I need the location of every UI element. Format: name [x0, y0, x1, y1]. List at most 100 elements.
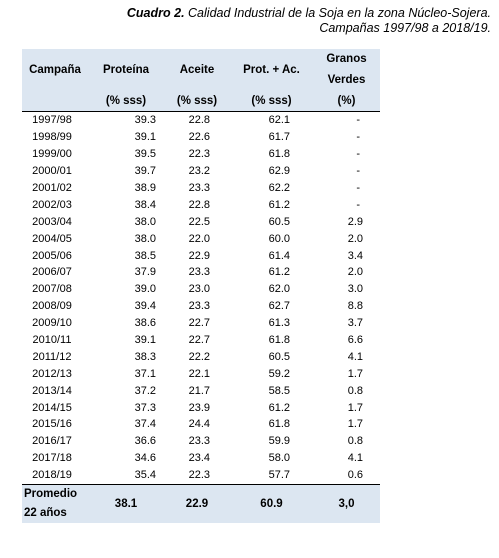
- campaign-cell: 2018/19: [32, 469, 72, 482]
- prot-oil-cell: 62.2: [268, 182, 290, 194]
- campaign-cell: 2006/07: [32, 266, 72, 279]
- campaign-cell: 2010/11: [32, 334, 72, 347]
- green-cell: 0.8: [347, 435, 363, 448]
- table-row: 2004/05 38.0 22.0 60.0 2.0: [22, 230, 380, 247]
- campaign-cell: 2015/16: [32, 418, 72, 431]
- table-row: 2000/01 39.7 23.2 62.9 -: [22, 163, 380, 180]
- oil-cell: 22.9: [188, 249, 210, 262]
- campaign-cell: 1998/99: [32, 131, 72, 144]
- header-prot-oil: Prot. + Ac.: [230, 49, 313, 91]
- campaign-cell: 2007/08: [32, 283, 72, 296]
- oil-cell: 21.7: [188, 384, 210, 397]
- header-green-line1: Granos: [326, 53, 367, 65]
- green-cell: 2.0: [347, 266, 363, 279]
- header-unit-protein: (% sss): [88, 91, 164, 112]
- table-row: 2018/19 35.4 22.3 57.7 0.6: [22, 467, 380, 484]
- green-cell: 6.6: [347, 334, 363, 347]
- average-protein: 38.1: [88, 483, 164, 523]
- table-row: 2008/09 39.4 23.3 62.7 8.8: [22, 298, 380, 315]
- average-green: 3,0: [313, 483, 380, 523]
- prot-oil-cell: 59.2: [268, 367, 290, 380]
- caption-line2: Campañas 1997/98 a 2018/19.: [319, 21, 491, 35]
- table-row: 2009/10 38.6 22.7 61.3 3.7: [22, 315, 380, 332]
- green-cell: 3.0: [347, 283, 363, 296]
- campaign-cell: 2005/06: [32, 249, 72, 262]
- prot-oil-cell: 61.7: [268, 131, 290, 144]
- green-cell: 1.7: [347, 401, 363, 414]
- oil-cell: 22.6: [188, 131, 210, 144]
- protein-cell: 39.7: [134, 165, 156, 178]
- table-row: 2007/08 39.0 23.0 62.0 3.0: [22, 281, 380, 298]
- oil-cell: 22.3: [188, 148, 210, 161]
- green-cell: 1.7: [347, 418, 363, 431]
- campaign-cell: 2012/13: [32, 367, 72, 380]
- prot-oil-cell: 57.7: [268, 469, 290, 482]
- protein-cell: 39.1: [134, 131, 156, 144]
- protein-cell: 35.4: [134, 469, 156, 482]
- green-cell: 2.9: [347, 215, 363, 228]
- green-cell: -: [356, 182, 360, 194]
- protein-cell: 38.6: [134, 317, 156, 330]
- header-campaign: Campaña: [22, 49, 88, 91]
- table-row: 2003/04 38.0 22.5 60.5 2.9: [22, 213, 380, 230]
- campaign-cell: 2011/12: [32, 350, 72, 363]
- green-cell: 8.8: [347, 300, 363, 313]
- oil-cell: 22.7: [188, 317, 210, 330]
- protein-cell: 37.1: [134, 367, 156, 380]
- green-cell: 1.7: [347, 367, 363, 380]
- average-label-line2: 22 años: [24, 506, 67, 519]
- table-caption: Cuadro 2. Calidad Industrial de la Soja …: [21, 6, 491, 36]
- green-cell: -: [356, 165, 360, 178]
- oil-cell: 23.3: [188, 435, 210, 448]
- protein-cell: 37.4: [134, 418, 156, 431]
- green-cell: 3.4: [347, 249, 363, 262]
- campaign-cell: 2003/04: [32, 215, 72, 228]
- green-cell: -: [356, 148, 360, 161]
- oil-cell: 22.5: [188, 215, 210, 228]
- header-green-grains: Granos Verdes: [313, 49, 380, 91]
- header-unit-green: (%): [313, 91, 380, 112]
- header-unit-prot-oil: (% sss): [230, 91, 313, 112]
- oil-cell: 22.1: [188, 367, 210, 380]
- average-prot-oil: 60.9: [230, 483, 313, 523]
- table-row: 2005/06 38.5 22.9 61.4 3.4: [22, 247, 380, 264]
- campaign-cell: 2009/10: [32, 317, 72, 330]
- protein-cell: 38.3: [134, 350, 156, 363]
- protein-cell: 39.0: [134, 283, 156, 296]
- table-row: 1999/00 39.5 22.3 61.8 -: [22, 146, 380, 163]
- oil-cell: 23.3: [188, 266, 210, 279]
- soy-quality-table: Campaña Proteína Aceite Prot. + Ac. Gran…: [22, 49, 380, 523]
- campaign-cell: 2001/02: [32, 182, 72, 194]
- green-cell: 2.0: [347, 232, 363, 245]
- table-body: 1997/98 39.3 22.8 62.1 - 1998/99 39.1 22.6 61.7 -…: [22, 112, 380, 485]
- header-unit-oil: (% sss): [164, 91, 230, 112]
- oil-cell: 22.3: [188, 469, 210, 482]
- campaign-cell: 2016/17: [32, 435, 72, 448]
- prot-oil-cell: 62.1: [268, 114, 290, 127]
- oil-cell: 24.4: [188, 418, 210, 431]
- protein-cell: 34.6: [134, 452, 156, 465]
- caption-line1: Calidad Industrial de la Soja en la zona…: [188, 6, 491, 20]
- oil-cell: 22.2: [188, 350, 210, 363]
- oil-cell: 22.7: [188, 334, 210, 347]
- protein-cell: 38.5: [134, 249, 156, 262]
- prot-oil-cell: 58.5: [268, 384, 290, 397]
- protein-cell: 37.9: [134, 266, 156, 279]
- prot-oil-cell: 61.4: [268, 249, 290, 262]
- oil-cell: 23.0: [188, 283, 210, 296]
- table-row: 2013/14 37.2 21.7 58.5 0.8: [22, 382, 380, 399]
- prot-oil-cell: 58.0: [268, 452, 290, 465]
- average-label-line1: Promedio: [24, 487, 78, 500]
- average-row: Promedio 22 años 38.1 22.9 60.9 3,0: [22, 483, 380, 523]
- protein-cell: 39.1: [134, 334, 156, 347]
- prot-oil-cell: 61.8: [268, 148, 290, 161]
- header-oil: Aceite: [164, 49, 230, 91]
- protein-cell: 37.3: [134, 401, 156, 414]
- oil-cell: 23.9: [188, 401, 210, 414]
- prot-oil-cell: 60.0: [268, 232, 290, 245]
- green-cell: -: [356, 198, 360, 211]
- protein-cell: 37.2: [134, 384, 156, 397]
- prot-oil-cell: 61.8: [268, 418, 290, 431]
- protein-cell: 36.6: [134, 435, 156, 448]
- table-row: 2015/16 37.4 24.4 61.8 1.7: [22, 416, 380, 433]
